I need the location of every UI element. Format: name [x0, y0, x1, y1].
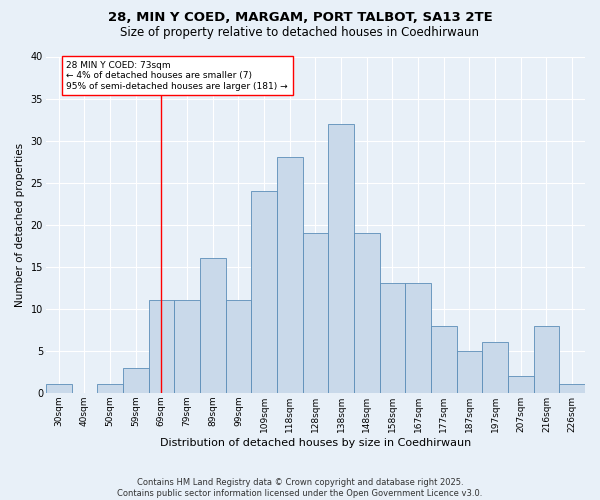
Text: Size of property relative to detached houses in Coedhirwaun: Size of property relative to detached ho… — [121, 26, 479, 39]
Bar — [328, 124, 354, 393]
Bar — [174, 300, 200, 393]
Bar — [508, 376, 533, 393]
X-axis label: Distribution of detached houses by size in Coedhirwaun: Distribution of detached houses by size … — [160, 438, 471, 448]
Bar — [457, 351, 482, 393]
Bar — [482, 342, 508, 393]
Bar — [97, 384, 123, 393]
Bar — [46, 384, 71, 393]
Bar — [149, 300, 174, 393]
Text: 28, MIN Y COED, MARGAM, PORT TALBOT, SA13 2TE: 28, MIN Y COED, MARGAM, PORT TALBOT, SA1… — [107, 11, 493, 24]
Bar — [277, 158, 302, 393]
Bar — [405, 284, 431, 393]
Bar — [354, 233, 380, 393]
Bar — [226, 300, 251, 393]
Bar — [559, 384, 585, 393]
Text: Contains HM Land Registry data © Crown copyright and database right 2025.
Contai: Contains HM Land Registry data © Crown c… — [118, 478, 482, 498]
Bar — [380, 284, 405, 393]
Bar — [200, 258, 226, 393]
Bar — [302, 233, 328, 393]
Bar — [431, 326, 457, 393]
Bar — [251, 191, 277, 393]
Bar — [533, 326, 559, 393]
Text: 28 MIN Y COED: 73sqm
← 4% of detached houses are smaller (7)
95% of semi-detache: 28 MIN Y COED: 73sqm ← 4% of detached ho… — [67, 60, 288, 90]
Y-axis label: Number of detached properties: Number of detached properties — [15, 142, 25, 306]
Bar — [123, 368, 149, 393]
